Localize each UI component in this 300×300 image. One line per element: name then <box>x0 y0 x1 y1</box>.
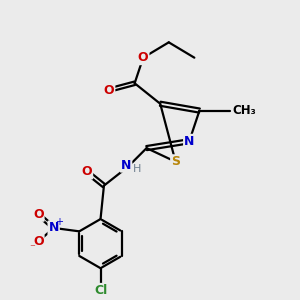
Text: N: N <box>121 159 131 172</box>
Text: +: + <box>55 217 63 227</box>
Text: O: O <box>33 208 44 221</box>
Text: S: S <box>171 155 180 168</box>
Text: O: O <box>82 166 92 178</box>
Text: N: N <box>49 221 59 234</box>
Text: O: O <box>138 51 148 64</box>
Text: H: H <box>133 164 142 174</box>
Text: O: O <box>104 84 114 97</box>
Text: Cl: Cl <box>94 284 107 297</box>
Text: ⁻: ⁻ <box>29 243 35 254</box>
Text: CH₃: CH₃ <box>232 104 256 117</box>
Text: N: N <box>184 135 194 148</box>
Text: O: O <box>33 235 44 248</box>
